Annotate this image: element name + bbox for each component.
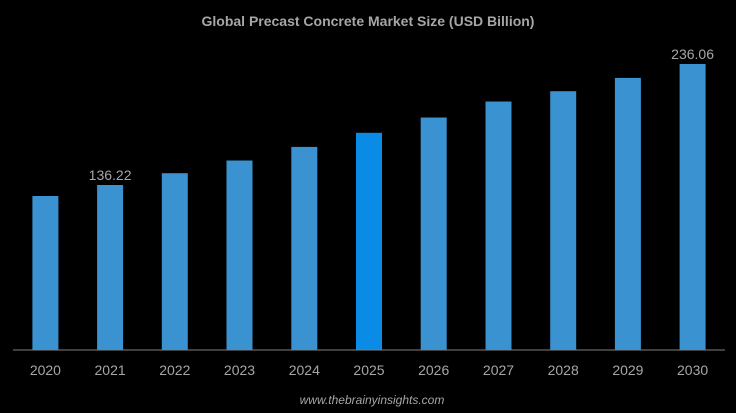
chart-title: Global Precast Concrete Market Size (USD… [202, 13, 535, 29]
x-tick-label: 2021 [95, 362, 126, 378]
bars-group [32, 64, 706, 351]
bar-2027 [485, 101, 512, 350]
x-tick-label: 2027 [483, 362, 514, 378]
x-tick-label: 2022 [159, 362, 190, 378]
bar-2028 [550, 91, 577, 350]
x-tick-label: 2028 [548, 362, 579, 378]
x-axis-ticks: 2020 2021 2022 2023 2024 2025 2026 2027 2028 2029… [30, 362, 709, 378]
x-tick-label: 2023 [224, 362, 255, 378]
data-labels: 136.22 236.06 [89, 46, 715, 183]
bar-2023 [226, 160, 253, 350]
data-label: 236.06 [671, 46, 714, 62]
x-tick-label: 2026 [418, 362, 449, 378]
bar-2029 [614, 77, 641, 351]
bar-2026 [420, 117, 447, 350]
bar-2021 [97, 185, 124, 350]
x-tick-label: 2025 [353, 362, 384, 378]
data-label: 136.22 [89, 167, 132, 183]
x-tick-label: 2030 [677, 362, 708, 378]
source-text: www.thebrainyinsights.com [300, 393, 445, 407]
bar-2024 [291, 146, 318, 350]
bar-2030 [679, 64, 706, 350]
x-tick-label: 2020 [30, 362, 61, 378]
bar-2020 [32, 196, 59, 350]
bar-2025 [356, 132, 382, 350]
x-tick-label: 2024 [289, 362, 320, 378]
bar-2022 [161, 173, 188, 350]
x-tick-label: 2029 [612, 362, 643, 378]
